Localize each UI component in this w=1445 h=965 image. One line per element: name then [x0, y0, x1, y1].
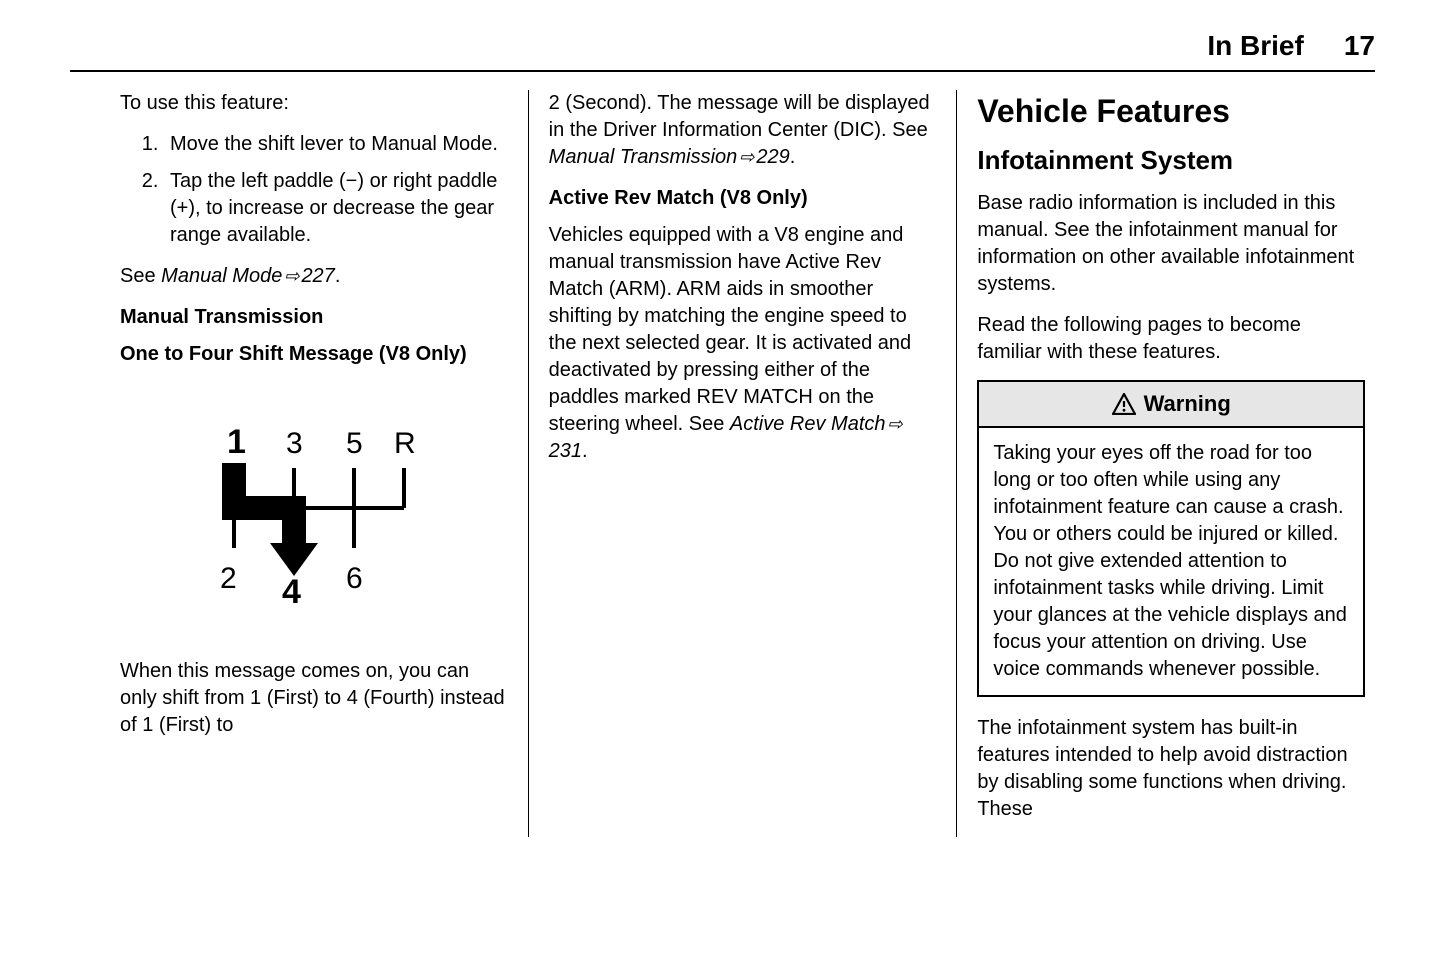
col3-paragraph-2: Read the following pages to become famil… — [977, 312, 1365, 366]
step-item: Tap the left paddle (−) or right paddle … — [164, 168, 508, 249]
shift-pattern-diagram: 1 3 5 R 2 4 6 — [194, 408, 434, 618]
subheading-shift-message: One to Four Shift Message (V8 Only) — [120, 341, 508, 368]
warning-title-text: Warning — [1144, 389, 1231, 419]
subheading-manual-transmission: Manual Transmission — [120, 304, 508, 331]
col2-body-text: Vehicles equipped with a V8 engine and m… — [549, 224, 911, 435]
warning-header: Warning — [979, 382, 1363, 428]
gear-6-label: 6 — [346, 562, 363, 595]
col3-paragraph-3: The infotainment system has built-in fea… — [977, 715, 1365, 823]
column-1: To use this feature: Move the shift leve… — [70, 90, 528, 837]
col2-body-ref: Active Rev Match — [730, 413, 886, 435]
warning-triangle-icon — [1112, 393, 1136, 415]
col1-bottom-paragraph: When this message comes on, you can only… — [120, 658, 508, 739]
see-prefix: See — [120, 265, 161, 287]
heading-vehicle-features: Vehicle Features — [977, 90, 1365, 133]
period: . — [582, 440, 588, 462]
col3-paragraph-1: Base radio information is included in th… — [977, 190, 1365, 298]
col2-top-paragraph: 2 (Second). The message will be displaye… — [549, 90, 937, 171]
gear-r-label: R — [394, 427, 416, 460]
gear-1-label: 1 — [227, 423, 246, 461]
gear-5-label: 5 — [346, 427, 363, 460]
gear-3-label: 3 — [286, 427, 303, 460]
steps-list: Move the shift lever to Manual Mode. Tap… — [120, 131, 508, 249]
gear-2-label: 2 — [220, 562, 237, 595]
reference-arrow-icon: ⇨ — [284, 264, 299, 288]
step-item: Move the shift lever to Manual Mode. — [164, 131, 508, 158]
lead-text: To use this feature: — [120, 90, 508, 117]
period: . — [335, 265, 341, 287]
section-title: In Brief — [1207, 30, 1303, 62]
page-header: In Brief 17 — [70, 30, 1375, 72]
reference-arrow-icon: ⇨ — [739, 145, 754, 169]
col2-body-paragraph: Vehicles equipped with a V8 engine and m… — [549, 222, 937, 465]
content-columns: To use this feature: Move the shift leve… — [70, 90, 1375, 837]
reference-arrow-icon: ⇨ — [888, 412, 903, 436]
col2-top-page: 229 — [756, 146, 789, 168]
see-reference: See Manual Mode⇨227. — [120, 263, 508, 290]
col2-body-page: 231 — [549, 440, 582, 462]
column-3: Vehicle Features Infotainment System Bas… — [957, 90, 1375, 837]
column-2: 2 (Second). The message will be displaye… — [528, 90, 958, 837]
warning-body-text: Taking your eyes off the road for too lo… — [979, 428, 1363, 695]
see-ref-page: 227 — [301, 265, 334, 287]
period: . — [790, 146, 796, 168]
gear-4-label: 4 — [282, 573, 301, 611]
warning-callout: Warning Taking your eyes off the road fo… — [977, 380, 1365, 697]
see-ref-title: Manual Mode — [161, 265, 282, 287]
col2-top-text: 2 (Second). The message will be displaye… — [549, 92, 930, 141]
heading-infotainment-system: Infotainment System — [977, 143, 1365, 178]
page-number: 17 — [1344, 30, 1375, 62]
subheading-active-rev-match: Active Rev Match (V8 Only) — [549, 185, 937, 212]
col2-top-ref: Manual Transmission — [549, 146, 738, 168]
